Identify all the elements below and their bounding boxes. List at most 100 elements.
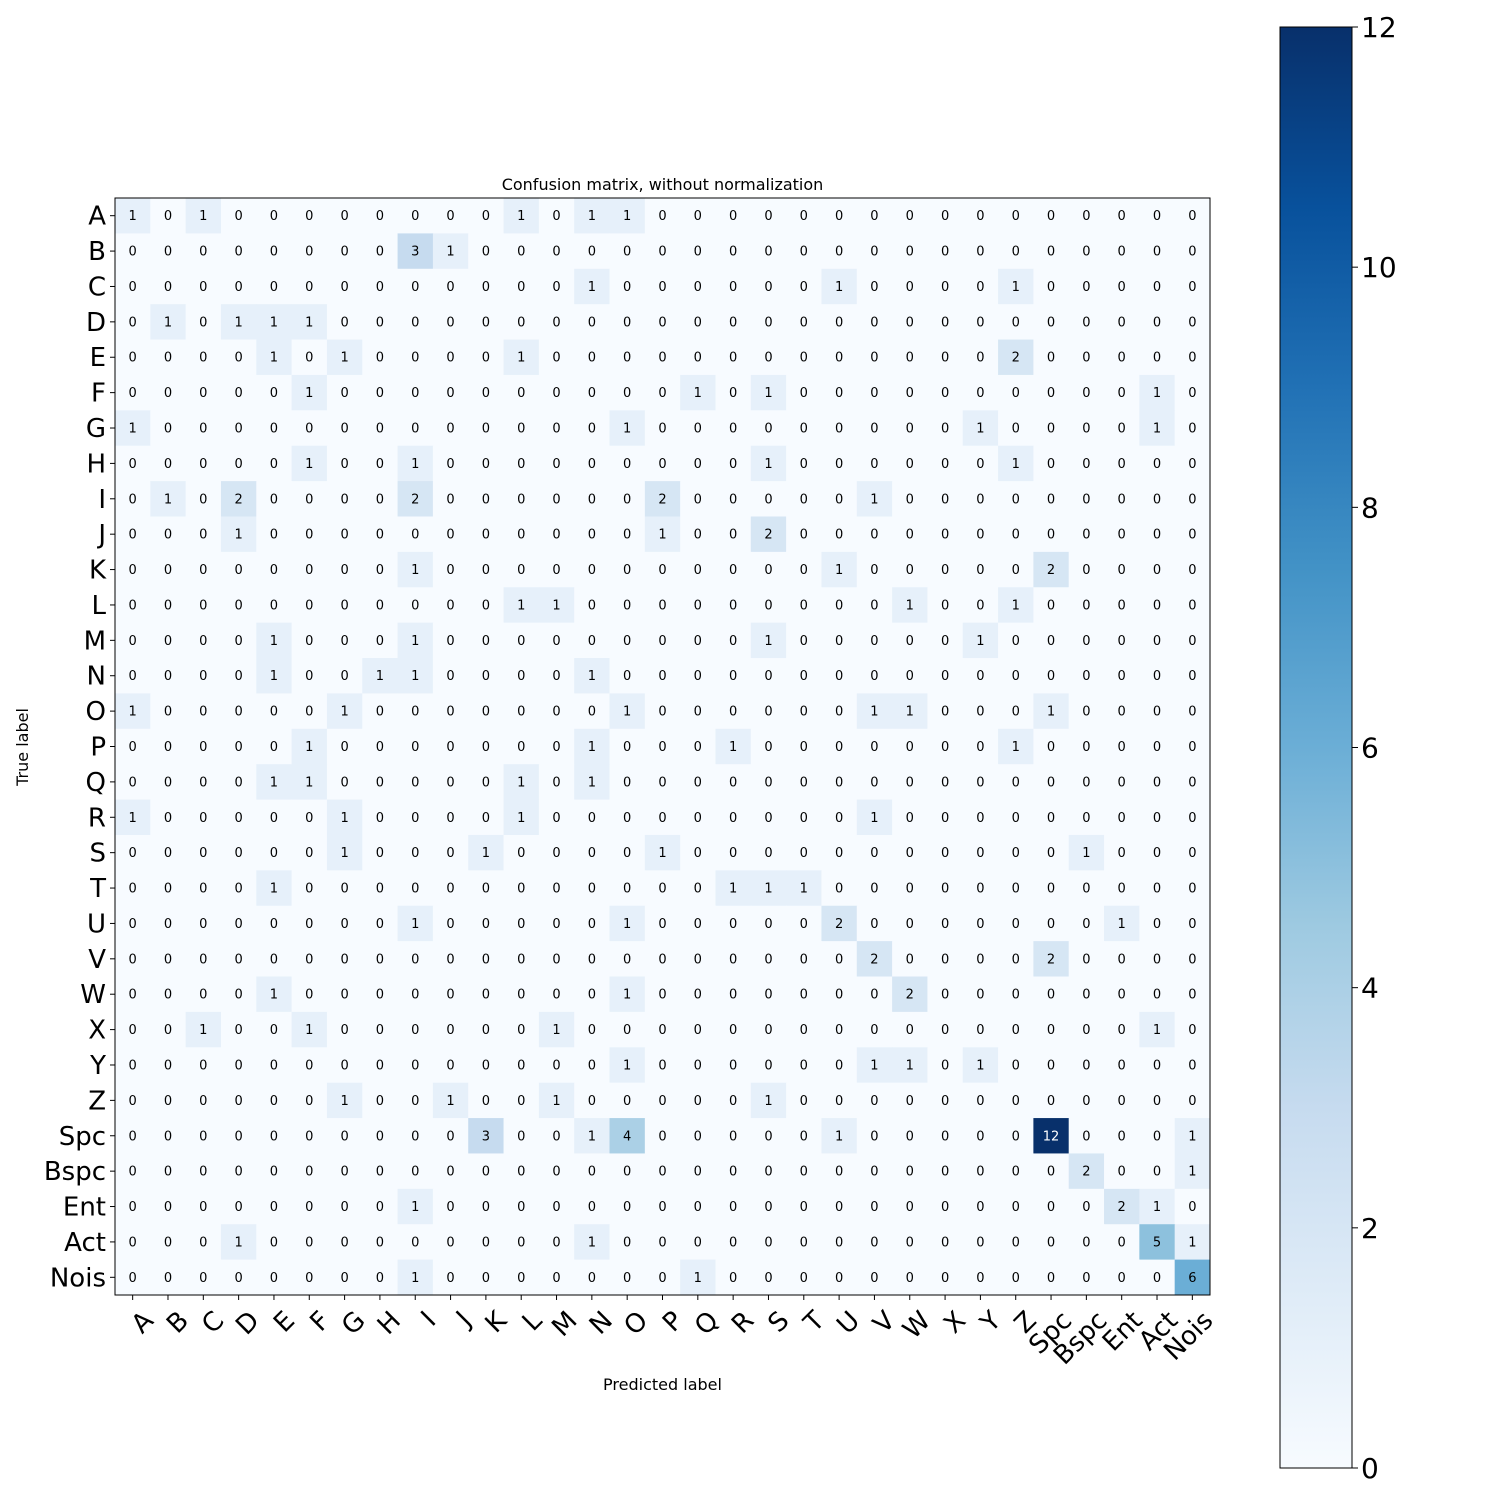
cell-value-label: 0 — [1047, 882, 1055, 897]
heatmap-cell — [1068, 374, 1105, 411]
cell-value-label: 0 — [482, 457, 490, 472]
cell-value-label: 0 — [376, 634, 384, 649]
heatmap-cell — [1104, 410, 1140, 447]
cell-value-label: 0 — [870, 740, 878, 755]
heatmap-cell — [115, 587, 151, 624]
cell-value-label: 0 — [870, 1094, 878, 1109]
cell-value-label: 0 — [729, 1129, 737, 1144]
heatmap-cell — [609, 658, 646, 694]
heatmap-cell — [786, 834, 822, 871]
heatmap-cell — [574, 1011, 611, 1048]
cell-value-label: 0 — [835, 386, 843, 401]
y-tick-label: O — [86, 697, 106, 727]
cell-value-label: 0 — [446, 669, 454, 684]
cell-value-label: 0 — [835, 846, 843, 861]
cell-value-label: 0 — [482, 422, 490, 437]
heatmap-cell — [609, 1224, 646, 1261]
cell-value-label: 0 — [658, 351, 666, 366]
cell-value-label: 0 — [906, 422, 914, 437]
heatmap-cell — [503, 1153, 540, 1190]
heatmap-cell — [927, 1188, 964, 1225]
heatmap-cell — [150, 976, 187, 1013]
heatmap-cell — [220, 799, 257, 836]
heatmap-cell — [115, 870, 151, 907]
cell-value-label: 0 — [906, 740, 914, 755]
heatmap-cell — [680, 1224, 716, 1261]
cell-value-label: 0 — [976, 209, 984, 224]
heatmap-cell — [680, 1082, 716, 1119]
cell-value-label: 0 — [623, 1165, 631, 1180]
heatmap-cell — [927, 304, 964, 341]
heatmap-cell — [185, 198, 222, 234]
heatmap-cell — [1033, 976, 1070, 1013]
y-tick-label: W — [80, 980, 106, 1010]
heatmap-cell — [220, 1118, 257, 1154]
y-tick-label: T — [89, 874, 106, 904]
heatmap-cell — [397, 516, 434, 553]
heatmap-cell — [998, 551, 1034, 588]
cell-value-label: 0 — [482, 669, 490, 684]
cell-value-label: 0 — [517, 457, 525, 472]
heatmap-cell — [326, 233, 363, 270]
heatmap-cell — [574, 1082, 611, 1119]
heatmap-cell — [538, 1224, 575, 1261]
cell-value-label: 0 — [129, 1200, 137, 1215]
heatmap-cell — [115, 799, 151, 836]
cell-value-label: 0 — [270, 457, 278, 472]
heatmap-cell — [1068, 870, 1105, 907]
x-tick-label: Q — [689, 1306, 725, 1342]
heatmap-cell — [609, 693, 646, 730]
heatmap-cell — [220, 198, 257, 234]
y-tick-label: Y — [89, 1051, 106, 1081]
heatmap-cell — [432, 1011, 469, 1048]
heatmap-cell — [821, 1082, 858, 1119]
cell-value-label: 0 — [835, 669, 843, 684]
cell-value-label: 0 — [1188, 598, 1196, 613]
heatmap-cell — [998, 693, 1034, 730]
cell-value-label: 0 — [588, 245, 596, 260]
heatmap-cell — [326, 834, 363, 871]
cell-value-label: 0 — [658, 1129, 666, 1144]
cell-value-label: 0 — [1118, 1271, 1126, 1286]
cell-value-label: 0 — [164, 209, 172, 224]
heatmap-cell — [574, 905, 611, 942]
cell-value-label: 0 — [270, 1129, 278, 1144]
cell-value-label: 1 — [552, 1094, 560, 1109]
cell-value-label: 1 — [800, 882, 808, 897]
cell-value-label: 0 — [305, 1129, 313, 1144]
cell-value-label: 0 — [976, 598, 984, 613]
heatmap-cell — [291, 268, 328, 305]
cell-value-label: 0 — [1153, 988, 1161, 1003]
x-tick-label: L — [517, 1305, 549, 1337]
cell-value-label: 0 — [305, 209, 313, 224]
heatmap-cell — [609, 622, 646, 659]
cell-value-label: 0 — [941, 280, 949, 295]
cell-value-label: 0 — [552, 245, 560, 260]
cell-value-label: 0 — [164, 598, 172, 613]
heatmap-cell — [1068, 905, 1105, 942]
heatmap-cell — [715, 799, 752, 836]
heatmap-cell — [821, 1047, 858, 1084]
heatmap-cell — [1033, 1259, 1070, 1296]
heatmap-cell — [115, 233, 151, 270]
cell-value-label: 0 — [1012, 492, 1020, 507]
colorbar-tick-label: 12 — [1361, 11, 1397, 44]
heatmap-cell — [998, 198, 1034, 234]
cell-value-label: 0 — [270, 952, 278, 967]
heatmap-cell — [574, 1118, 611, 1154]
cell-value-label: 0 — [1118, 882, 1126, 897]
cell-value-label: 0 — [446, 492, 454, 507]
heatmap-cell — [1104, 268, 1140, 305]
cell-value-label: 2 — [870, 952, 878, 967]
cell-value-label: 0 — [941, 492, 949, 507]
heatmap-cell — [468, 693, 505, 730]
cell-value-label: 0 — [234, 1129, 242, 1144]
heatmap-cell — [220, 339, 257, 376]
cell-value-label: 0 — [976, 705, 984, 720]
heatmap-cell — [1033, 1188, 1070, 1225]
heatmap-cell — [962, 1082, 999, 1119]
cell-value-label: 0 — [446, 1129, 454, 1144]
cell-value-label: 0 — [199, 846, 207, 861]
heatmap-cell — [1139, 1153, 1176, 1190]
heatmap-cell — [362, 1082, 399, 1119]
